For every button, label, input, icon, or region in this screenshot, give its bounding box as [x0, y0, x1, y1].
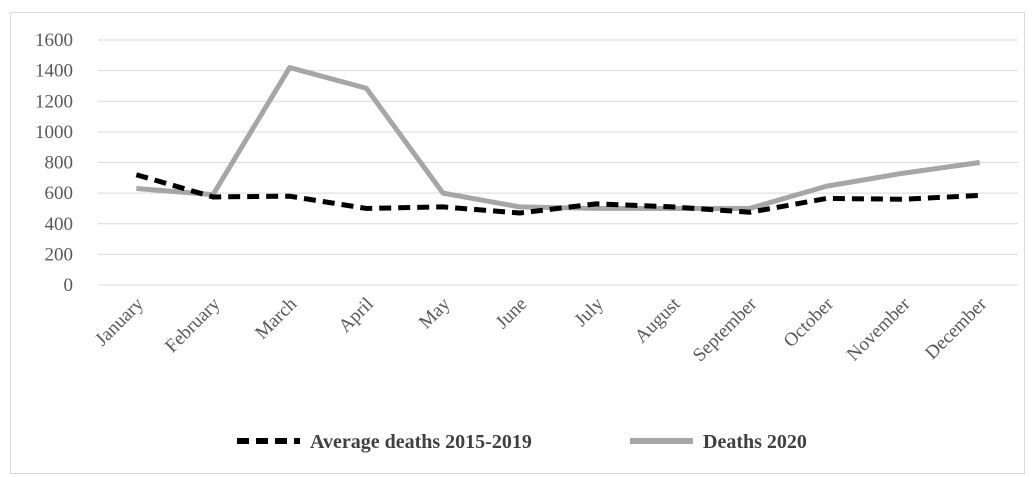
x-tick-label: February [161, 293, 225, 357]
x-tick-label: October [780, 293, 839, 352]
x-tick-label: March [251, 293, 301, 343]
series-line-2020 [136, 65, 981, 211]
y-tick-label: 400 [45, 214, 74, 235]
x-tick-label: May [415, 293, 455, 333]
x-tick-label: September [689, 293, 762, 366]
y-tick-label: 1600 [35, 30, 73, 51]
legend-label-2020: Deaths 2020 [703, 431, 807, 453]
x-tick-label: August [631, 293, 685, 347]
gridlines [98, 39, 1018, 286]
x-tick-label: June [492, 294, 531, 333]
x-tick-label: July [571, 293, 609, 331]
series-line-average [135, 172, 980, 216]
y-tick-label: 1200 [35, 91, 73, 112]
y-tick-label: 800 [45, 153, 74, 174]
y-tick-label: 1400 [35, 61, 73, 82]
y-tick-label: 200 [45, 244, 74, 265]
x-tick-label: November [843, 293, 915, 365]
y-tick-label: 0 [64, 275, 74, 296]
series-lines [135, 65, 981, 216]
x-tick-label: January [91, 293, 148, 350]
y-tick-label: 1000 [35, 122, 73, 143]
chart-frame [10, 12, 1025, 474]
legend: Average deaths 2015-2019 Deaths 2020 [237, 431, 807, 453]
x-tick-label: December [921, 293, 992, 364]
x-axis-ticks: January February March April May June July Augu… [91, 293, 991, 366]
y-tick-label: 600 [45, 183, 74, 204]
x-tick-label: April [335, 294, 378, 337]
legend-label-average: Average deaths 2015-2019 [310, 431, 532, 453]
y-axis-ticks: 0 200 400 600 800 1000 1200 1400 1600 [35, 30, 73, 296]
